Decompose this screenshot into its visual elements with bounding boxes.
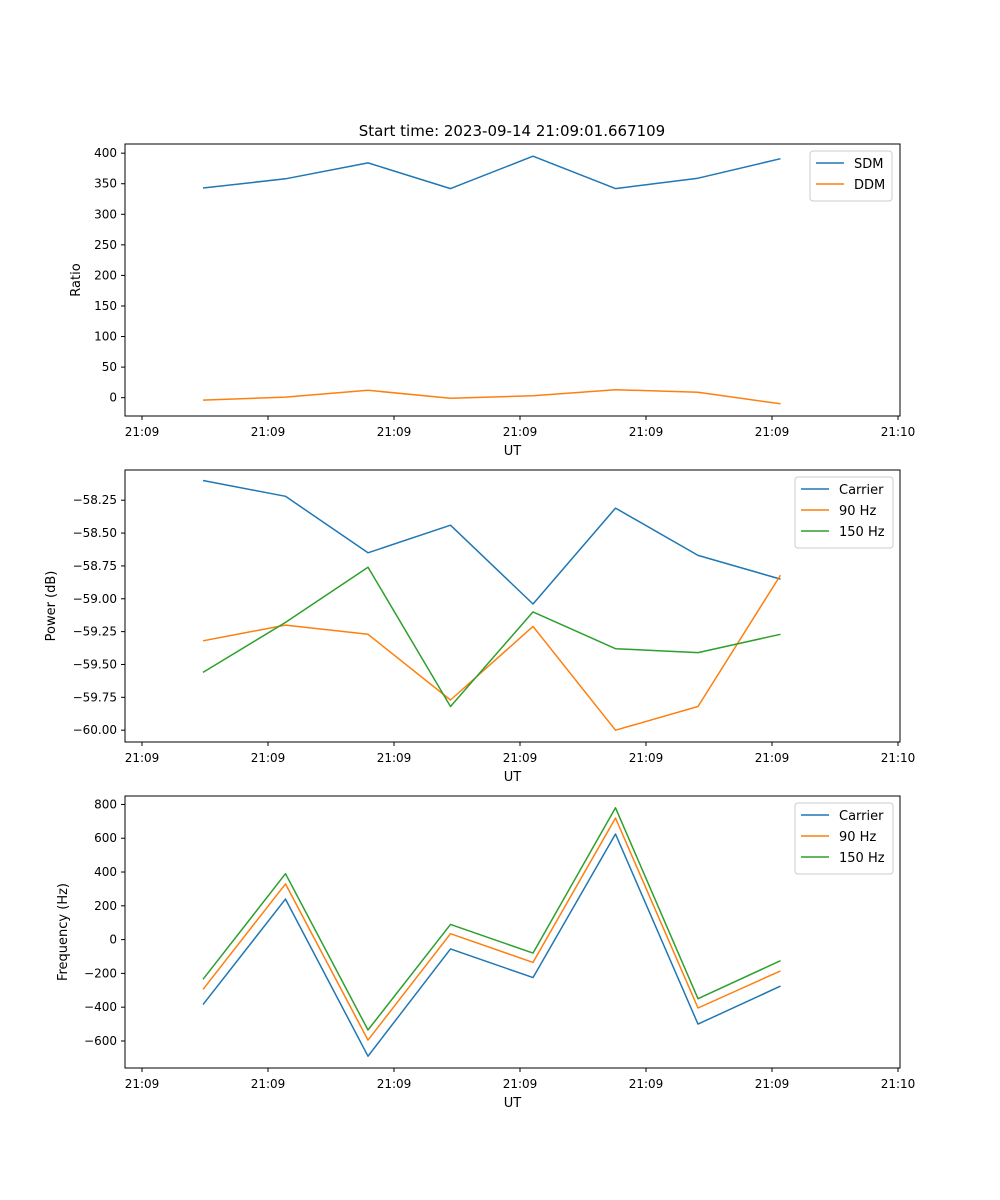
x-tick-label: 21:09: [629, 425, 664, 439]
y-tick-label: 350: [94, 177, 117, 191]
x-tick-label: 21:09: [629, 751, 664, 765]
legend: Carrier 90 Hz 150 Hz: [794, 476, 894, 549]
x-tick-label: 21:09: [125, 1077, 160, 1091]
x-tick-label: 21:09: [503, 1077, 538, 1091]
y-tick-label: −600: [84, 1034, 117, 1048]
series-line-sdm: [202, 155, 781, 190]
y-tick-label: 250: [94, 238, 117, 252]
x-tick-label: 21:09: [125, 751, 160, 765]
x-axis-label: UT: [504, 770, 522, 785]
y-tick-label: 50: [102, 360, 117, 374]
y-tick-label: −59.75: [73, 690, 117, 704]
x-tick-label: 21:10: [881, 751, 916, 765]
axes-frame: [124, 795, 901, 1069]
y-tick-label: −58.75: [73, 559, 117, 573]
x-tick-label: 21:09: [755, 1077, 790, 1091]
y-tick-label: −59.50: [73, 657, 117, 671]
y-tick-label: 0: [109, 391, 117, 405]
y-tick-label: −60.00: [73, 723, 117, 737]
legend: SDM DDM: [809, 150, 893, 202]
legend-label: 90 Hz: [839, 830, 876, 845]
series-line-90-hz: [202, 817, 781, 1041]
y-tick-label: −58.50: [73, 526, 117, 540]
legend-label: 150 Hz: [839, 851, 885, 866]
figure-title: Start time: 2023-09-14 21:09:01.667109: [359, 122, 665, 140]
series-line-carrier: [202, 479, 781, 605]
y-tick-label: 0: [109, 933, 117, 947]
x-tick-label: 21:09: [377, 751, 412, 765]
y-axis-label: Ratio: [69, 263, 84, 296]
x-axis-label: UT: [504, 444, 522, 459]
series-line-carrier: [202, 833, 781, 1057]
y-tick-label: 300: [94, 207, 117, 221]
axes-frame: [124, 143, 901, 417]
x-tick-label: 21:09: [629, 1077, 664, 1091]
x-tick-label: 21:09: [755, 425, 790, 439]
x-tick-label: 21:09: [251, 425, 286, 439]
y-tick-label: 100: [94, 330, 117, 344]
series-line-150-hz: [202, 566, 781, 708]
y-tick-label: −200: [84, 966, 117, 980]
x-tick-label: 21:10: [881, 425, 916, 439]
y-tick-label: 150: [94, 299, 117, 313]
x-tick-label: 21:09: [251, 751, 286, 765]
subplot-3: 21:09 21:09 21:09 21:09 21:09 21:09 21:10 −600 −…: [56, 795, 916, 1111]
y-tick-label: 600: [94, 831, 117, 845]
x-tick-label: 21:09: [503, 751, 538, 765]
y-tick-label: 200: [94, 268, 117, 282]
x-tick-label: 21:10: [881, 1077, 916, 1091]
series-line-ddm: [202, 388, 781, 405]
x-tick-label: 21:09: [503, 425, 538, 439]
y-tick-label: −400: [84, 1000, 117, 1014]
y-tick-label: −59.25: [73, 625, 117, 639]
legend: Carrier 90 Hz 150 Hz: [794, 802, 894, 875]
series-line-90-hz: [202, 574, 782, 731]
legend-label: SDM: [854, 157, 883, 172]
y-tick-label: 200: [94, 899, 117, 913]
x-tick-label: 21:09: [377, 1077, 412, 1091]
y-tick-label: 400: [94, 865, 117, 879]
legend-label: Carrier: [839, 809, 884, 824]
legend-label: DDM: [854, 178, 885, 193]
legend-label: Carrier: [839, 483, 884, 498]
y-tick-label: 800: [94, 797, 117, 811]
y-tick-label: −59.00: [73, 592, 117, 606]
subplot-1: 21:09 21:09 21:09 21:09 21:09 21:09 21:10 0 50 10…: [69, 143, 916, 459]
x-tick-label: 21:09: [251, 1077, 286, 1091]
y-tick-label: 400: [94, 146, 117, 160]
legend-label: 90 Hz: [839, 504, 876, 519]
y-tick-label: −58.25: [73, 493, 117, 507]
x-axis-label: UT: [504, 1096, 522, 1111]
x-tick-label: 21:09: [125, 425, 160, 439]
legend-label: 150 Hz: [839, 525, 885, 540]
y-axis-label: Frequency (Hz): [56, 883, 71, 981]
x-tick-label: 21:09: [755, 751, 790, 765]
x-tick-label: 21:09: [377, 425, 412, 439]
series-line-150-hz: [202, 807, 781, 1031]
y-axis-label: Power (dB): [44, 571, 59, 642]
subplot-2: 21:09 21:09 21:09 21:09 21:09 21:09 21:10 −60.0…: [44, 469, 916, 785]
axes-frame: [124, 469, 901, 743]
